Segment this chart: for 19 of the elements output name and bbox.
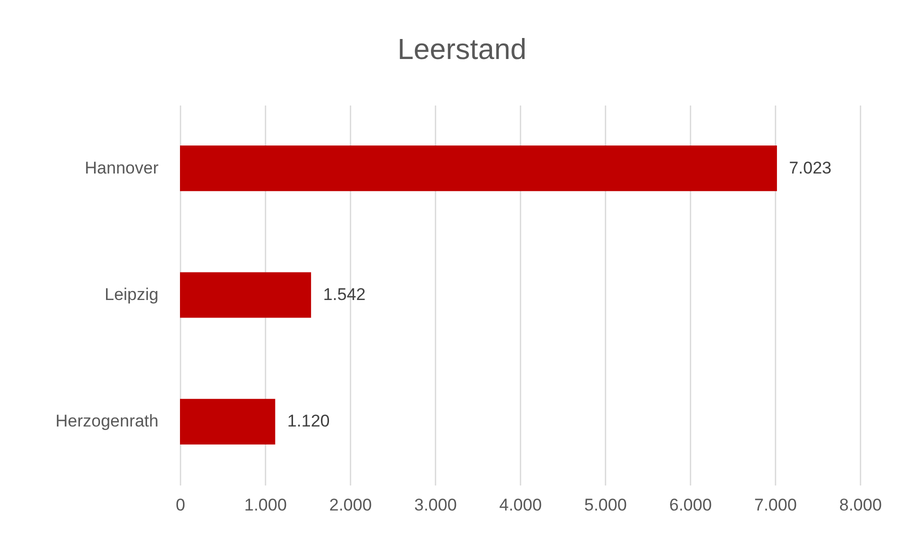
y-tick-label: Herzogenrath xyxy=(55,412,158,431)
chart-title: Leerstand xyxy=(398,34,526,66)
x-tick-label: 1.000 xyxy=(244,496,287,514)
bar xyxy=(180,146,777,192)
x-tick-label: 6.000 xyxy=(669,496,712,514)
x-tick-label: 3.000 xyxy=(414,496,457,514)
x-tick-label: 5.000 xyxy=(584,496,627,514)
y-tick-label: Leipzig xyxy=(104,285,158,304)
x-tick-label: 4.000 xyxy=(499,496,542,514)
bar xyxy=(180,398,276,444)
y-tick-label: Hannover xyxy=(84,158,159,178)
x-tick-label: 8.000 xyxy=(839,496,882,514)
data-label: 1.120 xyxy=(287,412,330,431)
data-label: 7.023 xyxy=(788,158,832,178)
x-tick-label: 2.000 xyxy=(329,496,372,514)
x-tick-label: 0 xyxy=(176,496,186,514)
data-label: 1.542 xyxy=(323,285,366,304)
x-tick-label: 7.000 xyxy=(754,496,797,514)
bar xyxy=(180,272,312,318)
